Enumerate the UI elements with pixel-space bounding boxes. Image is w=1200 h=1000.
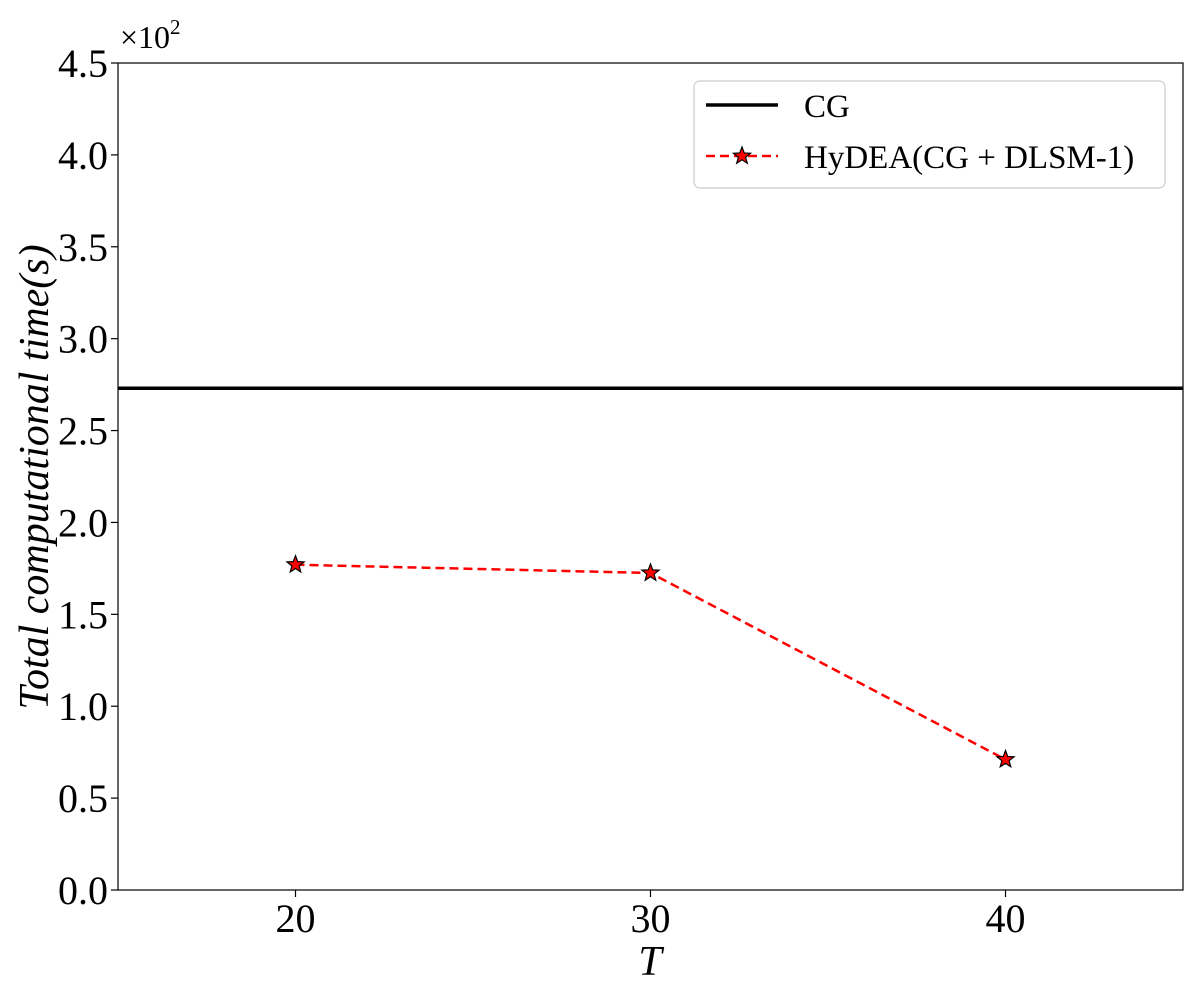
series-line-hydea	[295, 563, 1007, 761]
legend-marker-hydea	[731, 145, 753, 165]
legend-label-cg: CG	[804, 89, 850, 125]
x-tick-label: 20	[276, 896, 316, 941]
y-tick-label: 1.5	[58, 592, 108, 637]
y-tick-label: 3.0	[58, 317, 108, 362]
y-axis-ticks: 0.0 0.5 1.0 1.5 2.0 2.5 3.0 3.5 4.0 4.5	[58, 41, 118, 913]
y-tick-label: 1.0	[58, 684, 108, 729]
x-tick-label: 30	[631, 896, 671, 941]
y-tick-label: 4.5	[58, 41, 108, 86]
series-layer	[118, 386, 1183, 769]
legend: CG HyDEA(CG + DLSM-1)	[693, 80, 1166, 189]
svg-text:×102: ×102	[120, 15, 181, 55]
multiplier-base: ×10	[120, 19, 170, 55]
y-tick-label: 0.5	[58, 776, 108, 821]
y-axis-label: Total computational time(s)	[12, 244, 58, 709]
legend-box	[693, 80, 1166, 189]
x-axis-label: T	[638, 939, 664, 985]
multiplier-exponent: 2	[170, 15, 181, 39]
y-tick-label: 2.5	[58, 409, 108, 454]
x-axis-ticks: 20 30 40	[276, 890, 1026, 941]
y-tick-label: 0.0	[58, 868, 108, 913]
legend-star-marker	[731, 145, 753, 165]
data-point-hydea	[640, 562, 661, 582]
y-axis-multiplier: ×102	[120, 15, 181, 55]
x-tick-label: 40	[986, 896, 1026, 941]
y-tick-label: 4.0	[58, 133, 108, 178]
y-tick-label: 3.5	[58, 225, 108, 270]
legend-label-hydea: HyDEA(CG + DLSM-1)	[804, 140, 1134, 176]
y-tick-label: 2.0	[58, 500, 108, 545]
data-point-hydea	[285, 554, 306, 574]
data-point-hydea	[995, 748, 1016, 769]
